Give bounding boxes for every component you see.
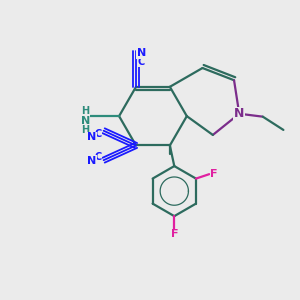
Text: H: H (81, 106, 89, 116)
Text: N: N (81, 116, 90, 126)
Text: N: N (87, 132, 97, 142)
Text: C: C (138, 57, 145, 67)
Text: N: N (234, 107, 244, 120)
Text: F: F (170, 230, 178, 239)
Text: N: N (137, 48, 146, 58)
Text: F: F (211, 169, 218, 179)
Text: C: C (95, 129, 102, 139)
Text: C: C (95, 152, 102, 162)
Text: N: N (87, 156, 97, 166)
Text: H: H (81, 125, 89, 135)
